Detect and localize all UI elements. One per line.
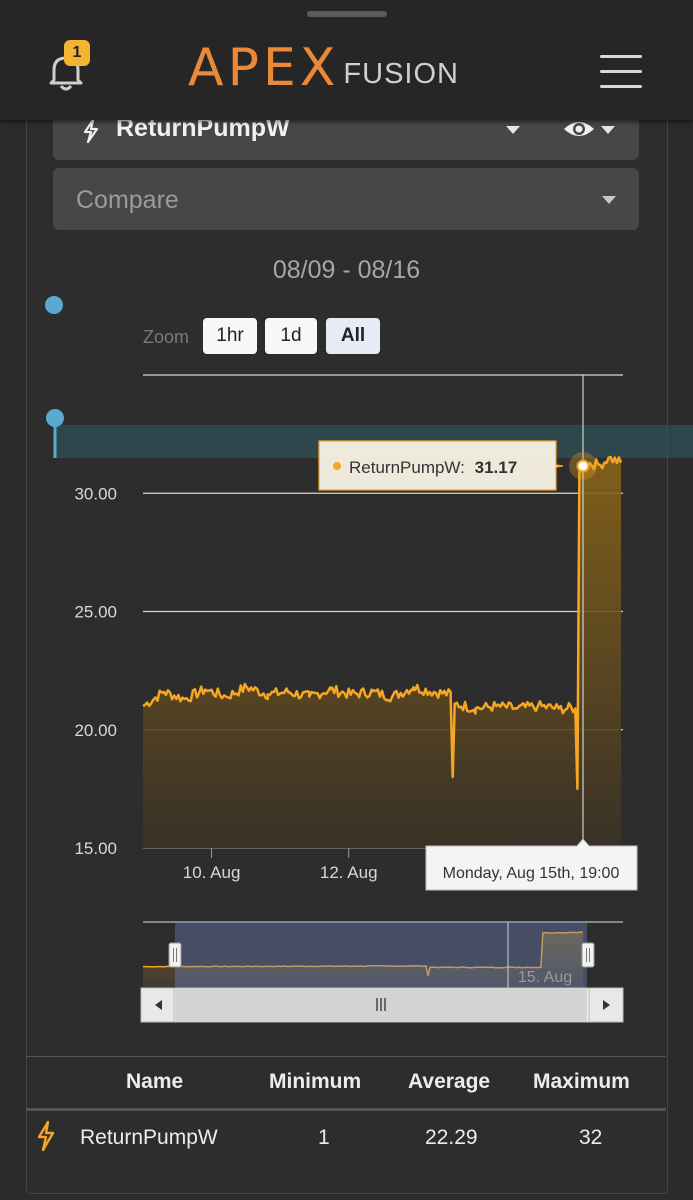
zoom-all-button[interactable]: All (326, 318, 380, 354)
compare-placeholder: Compare (76, 186, 179, 214)
visibility-eye-icon[interactable] (562, 117, 596, 141)
tooltip-time: Monday, Aug 15th, 19:00 (443, 865, 620, 882)
apex-fusion-logo: APEX FUSION (188, 40, 459, 96)
table-header-divider (26, 1108, 666, 1111)
y-tick-label: 15.00 (74, 839, 117, 858)
svg-text:ReturnPumpW: 31.17: ReturnPumpW: 31.17 (349, 458, 517, 477)
navigator-date-label: 15. Aug (518, 969, 572, 986)
row-name: ReturnPumpW (80, 1126, 218, 1149)
y-tick-label: 30.00 (74, 484, 117, 503)
row-average: 22.29 (425, 1126, 478, 1149)
col-header-average[interactable]: Average (408, 1070, 491, 1093)
col-header-maximum[interactable]: Maximum (533, 1070, 630, 1093)
hamburger-menu-icon[interactable] (600, 53, 642, 89)
logo-fusion-text: FUSION (343, 58, 459, 90)
lightning-icon (83, 118, 99, 144)
drag-handle[interactable] (307, 11, 387, 17)
logo-apex-text: APEX (188, 38, 340, 98)
series-line[interactable] (142, 455, 623, 791)
x-tick-label: 10. Aug (183, 863, 241, 882)
series-area (143, 456, 621, 848)
app-header: 1 APEX FUSION (0, 0, 693, 120)
zoom-1hr-button[interactable]: 1hr (203, 318, 257, 354)
zoom-label: Zoom (143, 327, 190, 347)
y-tick-label: 25.00 (74, 603, 117, 622)
navigator-right-handle[interactable] (581, 942, 595, 968)
power-chart[interactable]: 30.00 25.00 20.00 15.00 10. Aug 12. Aug Retu… (0, 0, 693, 1040)
lightning-icon (37, 1120, 55, 1152)
scroll-right-icon (603, 1000, 610, 1010)
y-tick-label: 20.00 (74, 721, 117, 740)
notification-badge: 1 (64, 40, 90, 66)
col-header-name[interactable]: Name (126, 1070, 184, 1093)
table-top-border (26, 1056, 666, 1057)
navigator-series-area (143, 932, 583, 988)
col-header-minimum[interactable]: Minimum (269, 1070, 362, 1093)
visibility-dropdown-icon[interactable] (601, 126, 615, 134)
tooltip-value: 31.17 (475, 458, 518, 477)
output-dropdown-icon[interactable] (506, 126, 520, 134)
tooltip-series-dot (333, 462, 341, 470)
time-tooltip: Monday, Aug 15th, 19:00 (425, 838, 638, 891)
hover-point (576, 459, 590, 473)
value-tooltip: ReturnPumpW: 31.17 (318, 440, 564, 491)
zoom-1d-button[interactable]: 1d (265, 318, 317, 354)
range-marker-dot[interactable] (45, 296, 63, 314)
compare-dropdown-icon[interactable] (602, 196, 616, 204)
compare-selector[interactable] (53, 168, 639, 230)
navigator-selection[interactable] (175, 922, 587, 988)
threshold-marker[interactable] (46, 409, 64, 427)
x-tick-label: 12. Aug (320, 863, 378, 882)
tooltip-series-label: ReturnPumpW: (349, 458, 465, 477)
row-maximum: 32 (579, 1126, 603, 1149)
scroll-left-icon (155, 1000, 162, 1010)
navigator-series-line (143, 931, 583, 977)
date-range: 08/09 - 08/16 (272, 256, 421, 284)
row-minimum: 1 (318, 1126, 330, 1149)
navigator-left-handle[interactable] (168, 942, 182, 968)
